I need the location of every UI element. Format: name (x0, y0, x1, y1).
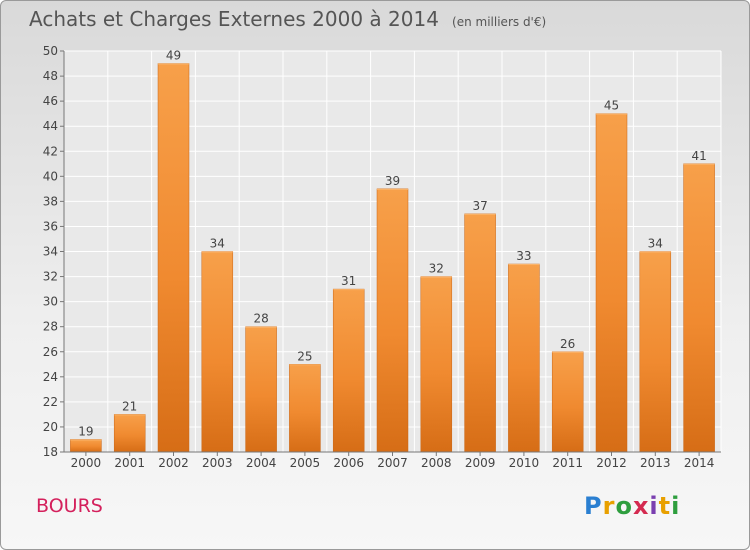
title-main: Achats et Charges Externes 2000 à 2014 (29, 7, 439, 31)
y-tick-label: 46 (43, 94, 58, 108)
bar (595, 113, 628, 453)
data-label: 34 (210, 237, 225, 251)
y-tick-label: 38 (43, 194, 58, 208)
chart-title: Achats et Charges Externes 2000 à 2014 (… (29, 7, 546, 31)
data-label: 19 (78, 424, 93, 438)
y-tick-label: 50 (43, 44, 58, 58)
x-tick-label: 2014 (684, 456, 715, 470)
commune-name: BOURS (36, 495, 103, 517)
x-tick-label: 2007 (377, 456, 408, 470)
x-tick-label: 2005 (290, 456, 321, 470)
y-tick-label: 48 (43, 69, 58, 83)
logo-letter: i (671, 492, 681, 520)
title-unit: (en milliers d'€) (452, 15, 547, 29)
data-label: 49 (166, 49, 181, 63)
data-label: 41 (691, 149, 706, 163)
bar (639, 251, 672, 453)
data-label: 21 (122, 399, 137, 413)
bar (464, 213, 496, 453)
data-label: 32 (429, 262, 444, 276)
proxiti-logo: Proxiti (584, 492, 680, 520)
y-tick-label: 18 (43, 445, 58, 459)
data-label: 31 (341, 274, 356, 288)
y-tick-label: 30 (43, 295, 58, 309)
y-tick-label: 36 (43, 219, 58, 233)
logo-letter: P (584, 492, 603, 520)
y-tick-label: 24 (43, 370, 58, 384)
data-label: 26 (560, 337, 575, 351)
x-tick-label: 2004 (246, 456, 277, 470)
y-tick-label: 32 (43, 270, 58, 284)
x-tick-label: 2013 (640, 456, 671, 470)
data-label: 28 (253, 312, 268, 326)
bar (332, 288, 365, 453)
data-label: 25 (297, 349, 312, 363)
data-label: 34 (648, 237, 663, 251)
logo-letter: t (658, 492, 672, 520)
data-label: 45 (604, 99, 619, 113)
data-label: 37 (472, 199, 487, 213)
bar (113, 414, 146, 453)
logo-letter: i (649, 492, 659, 520)
bar (245, 326, 277, 453)
bar (289, 364, 321, 453)
logo-letter: x (632, 492, 650, 520)
bar (683, 163, 715, 453)
x-tick-label: 2002 (158, 456, 189, 470)
bar (201, 251, 234, 453)
bar (70, 439, 102, 453)
y-tick-label: 40 (43, 169, 58, 183)
y-tick-label: 22 (43, 395, 58, 409)
y-tick-label: 34 (43, 245, 58, 259)
x-tick-label: 2008 (421, 456, 452, 470)
bar (376, 188, 409, 453)
x-tick-label: 2011 (552, 456, 583, 470)
y-tick-label: 20 (43, 420, 58, 434)
x-tick-label: 2006 (333, 456, 364, 470)
x-tick-label: 2010 (509, 456, 540, 470)
logo-letter: o (615, 492, 633, 520)
bar (157, 63, 190, 453)
x-tick-label: 2001 (114, 456, 145, 470)
bar (508, 263, 540, 453)
x-tick-label: 2000 (71, 456, 102, 470)
bar (420, 276, 453, 453)
y-tick-label: 44 (43, 119, 58, 133)
bar (551, 351, 584, 453)
y-tick-label: 26 (43, 345, 58, 359)
data-label: 33 (516, 249, 531, 263)
y-tick-label: 28 (43, 320, 58, 334)
y-tick-label: 42 (43, 144, 58, 158)
data-label: 39 (385, 174, 400, 188)
x-tick-label: 2009 (465, 456, 496, 470)
x-tick-label: 2012 (596, 456, 627, 470)
logo-letter: r (602, 492, 616, 520)
x-tick-label: 2003 (202, 456, 233, 470)
